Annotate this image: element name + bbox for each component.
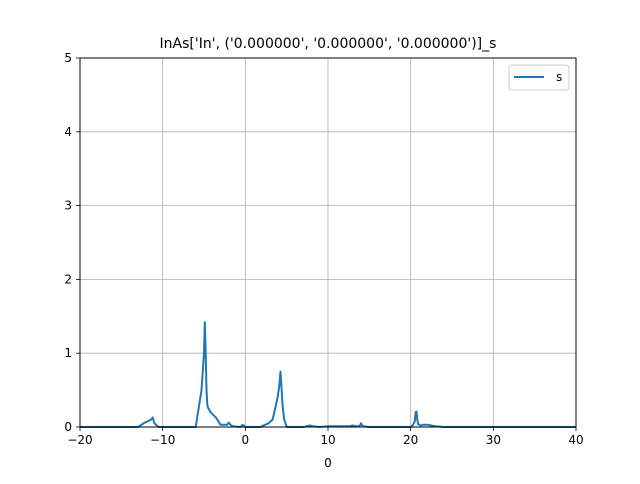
x-tick-label: −20 [67,433,92,447]
y-tick-label: 2 [64,272,72,286]
x-tick-label: −10 [150,433,175,447]
legend: s [508,64,570,91]
chart-title: InAs['In', ('0.000000', '0.000000', '0.0… [160,36,497,52]
y-tick-label: 5 [64,51,72,65]
y-tick-label: 4 [64,125,72,139]
y-tick-label: 0 [64,420,72,434]
x-tick-label: 10 [320,433,335,447]
x-tick-label: 20 [403,433,418,447]
y-tick-label: 3 [64,199,72,213]
legend-label-s: s [556,70,562,84]
axis-ticks: −20 −10 0 10 20 30 40 0 1 2 3 4 5 [64,51,583,447]
x-tick-label: 40 [568,433,583,447]
x-tick-label: 30 [486,433,501,447]
series-line-s [80,321,576,428]
x-tick-label: 0 [242,433,250,447]
series-layer [80,321,576,428]
y-tick-label: 1 [64,346,72,360]
x-axis-label: 0 [324,456,332,470]
